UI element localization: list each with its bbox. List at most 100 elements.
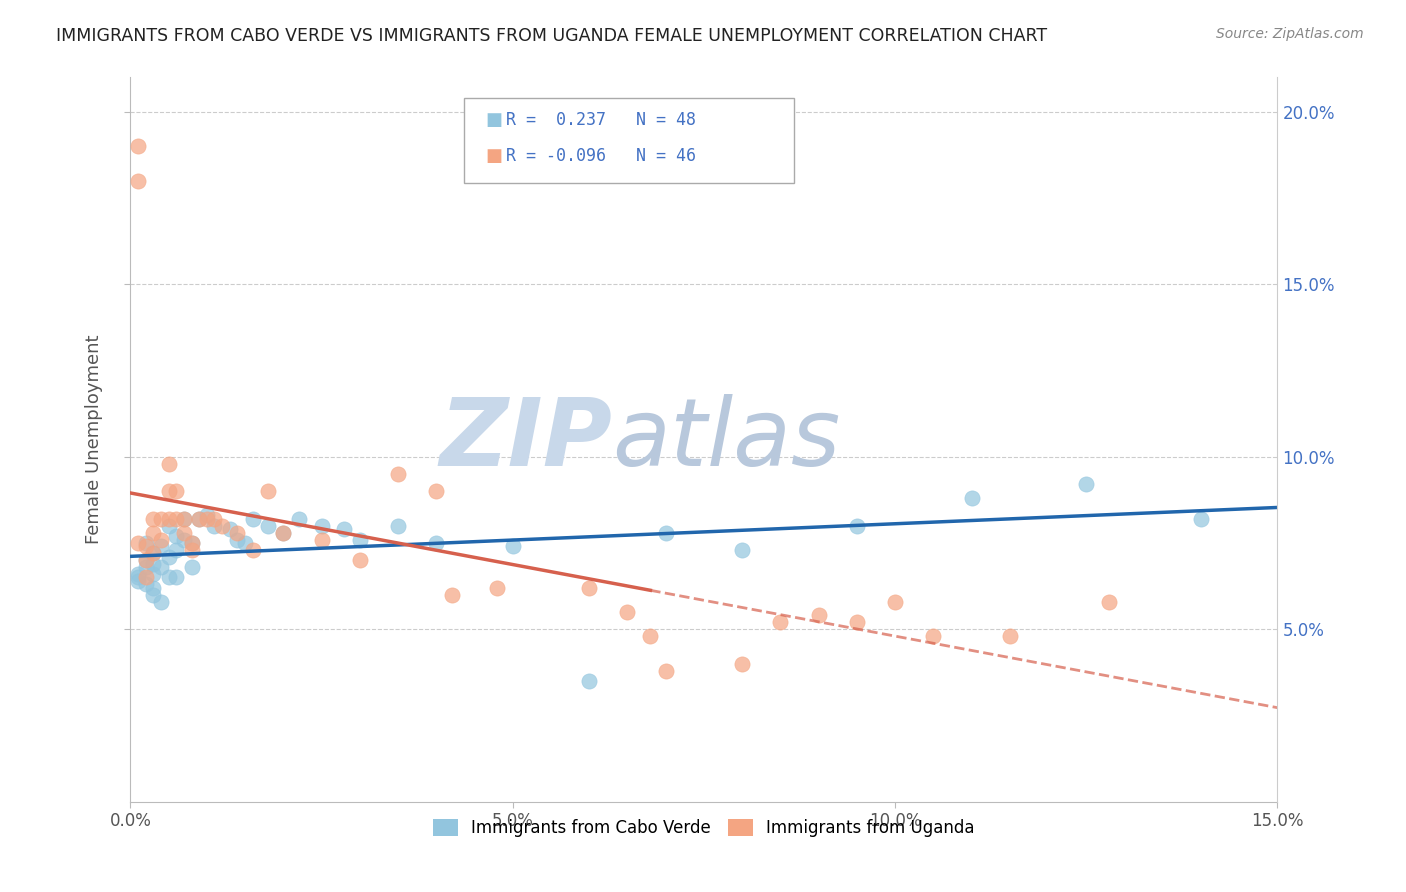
Point [204, 518, 226, 533]
Point [165, 484, 187, 499]
Point [127, 139, 149, 153]
Point [165, 529, 187, 543]
Point [486, 581, 509, 595]
Point [142, 546, 165, 560]
Point [127, 174, 149, 188]
Point [218, 522, 240, 536]
Point [157, 518, 180, 533]
Y-axis label: Female Unemployment: Female Unemployment [86, 334, 103, 544]
Text: R = -0.096   N = 46: R = -0.096 N = 46 [506, 147, 696, 165]
Point [242, 542, 264, 557]
Point [188, 512, 211, 526]
Point [180, 542, 202, 557]
Point [180, 560, 202, 574]
Point [135, 540, 157, 554]
Point [135, 570, 157, 584]
Point [127, 570, 149, 584]
Point [142, 546, 165, 560]
Point [349, 553, 371, 567]
Point [149, 512, 172, 526]
Point [287, 512, 309, 526]
Point [149, 540, 172, 554]
Point [142, 512, 165, 526]
Point [731, 542, 754, 557]
Point [180, 536, 202, 550]
Text: IMMIGRANTS FROM CABO VERDE VS IMMIGRANTS FROM UGANDA FEMALE UNEMPLOYMENT CORRELA: IMMIGRANTS FROM CABO VERDE VS IMMIGRANTS… [56, 27, 1047, 45]
Point [135, 553, 157, 567]
Text: atlas: atlas [612, 394, 841, 485]
Point [127, 566, 149, 581]
Point [135, 553, 157, 567]
Point [165, 542, 187, 557]
Point [273, 525, 295, 540]
Point [149, 533, 172, 547]
Point [173, 512, 195, 526]
Point [142, 525, 165, 540]
Point [845, 518, 868, 533]
Point [640, 629, 662, 643]
Point [127, 574, 149, 588]
Point [998, 629, 1021, 643]
Point [578, 581, 600, 595]
Text: Source: ZipAtlas.com: Source: ZipAtlas.com [1216, 27, 1364, 41]
Point [226, 525, 249, 540]
Point [257, 484, 280, 499]
Point [157, 570, 180, 584]
Point [188, 512, 211, 526]
Point [157, 512, 180, 526]
Text: ZIP: ZIP [439, 393, 612, 485]
Point [349, 533, 371, 547]
Point [142, 588, 165, 602]
Point [157, 484, 180, 499]
Point [165, 570, 187, 584]
Point [273, 525, 295, 540]
Point [769, 615, 792, 630]
Point [157, 457, 180, 471]
Point [807, 608, 830, 623]
Point [1189, 512, 1212, 526]
Point [142, 581, 165, 595]
Point [226, 533, 249, 547]
Point [731, 657, 754, 671]
Point [204, 512, 226, 526]
Point [173, 525, 195, 540]
Point [142, 566, 165, 581]
Point [387, 467, 409, 481]
Point [922, 629, 945, 643]
Point [616, 605, 638, 619]
Point [173, 533, 195, 547]
Point [387, 518, 409, 533]
Point [149, 560, 172, 574]
Text: ■: ■ [485, 147, 502, 165]
Point [127, 536, 149, 550]
Point [578, 673, 600, 688]
Point [654, 525, 676, 540]
Point [157, 549, 180, 564]
Point [135, 577, 157, 591]
Point [165, 512, 187, 526]
Point [425, 484, 447, 499]
Point [654, 664, 676, 678]
Point [142, 557, 165, 571]
Legend: Immigrants from Cabo Verde, Immigrants from Uganda: Immigrants from Cabo Verde, Immigrants f… [426, 813, 981, 844]
Point [311, 518, 333, 533]
Point [257, 518, 280, 533]
Point [149, 594, 172, 608]
Point [135, 536, 157, 550]
Point [242, 512, 264, 526]
Point [135, 560, 157, 574]
Point [440, 588, 463, 602]
Point [960, 491, 983, 505]
Point [845, 615, 868, 630]
Text: ■: ■ [485, 112, 502, 129]
Point [195, 512, 218, 526]
Point [211, 518, 233, 533]
Point [425, 536, 447, 550]
Point [195, 508, 218, 523]
Point [1098, 594, 1121, 608]
Point [1076, 477, 1098, 491]
Point [233, 536, 256, 550]
Point [311, 533, 333, 547]
Point [180, 536, 202, 550]
Point [333, 522, 356, 536]
